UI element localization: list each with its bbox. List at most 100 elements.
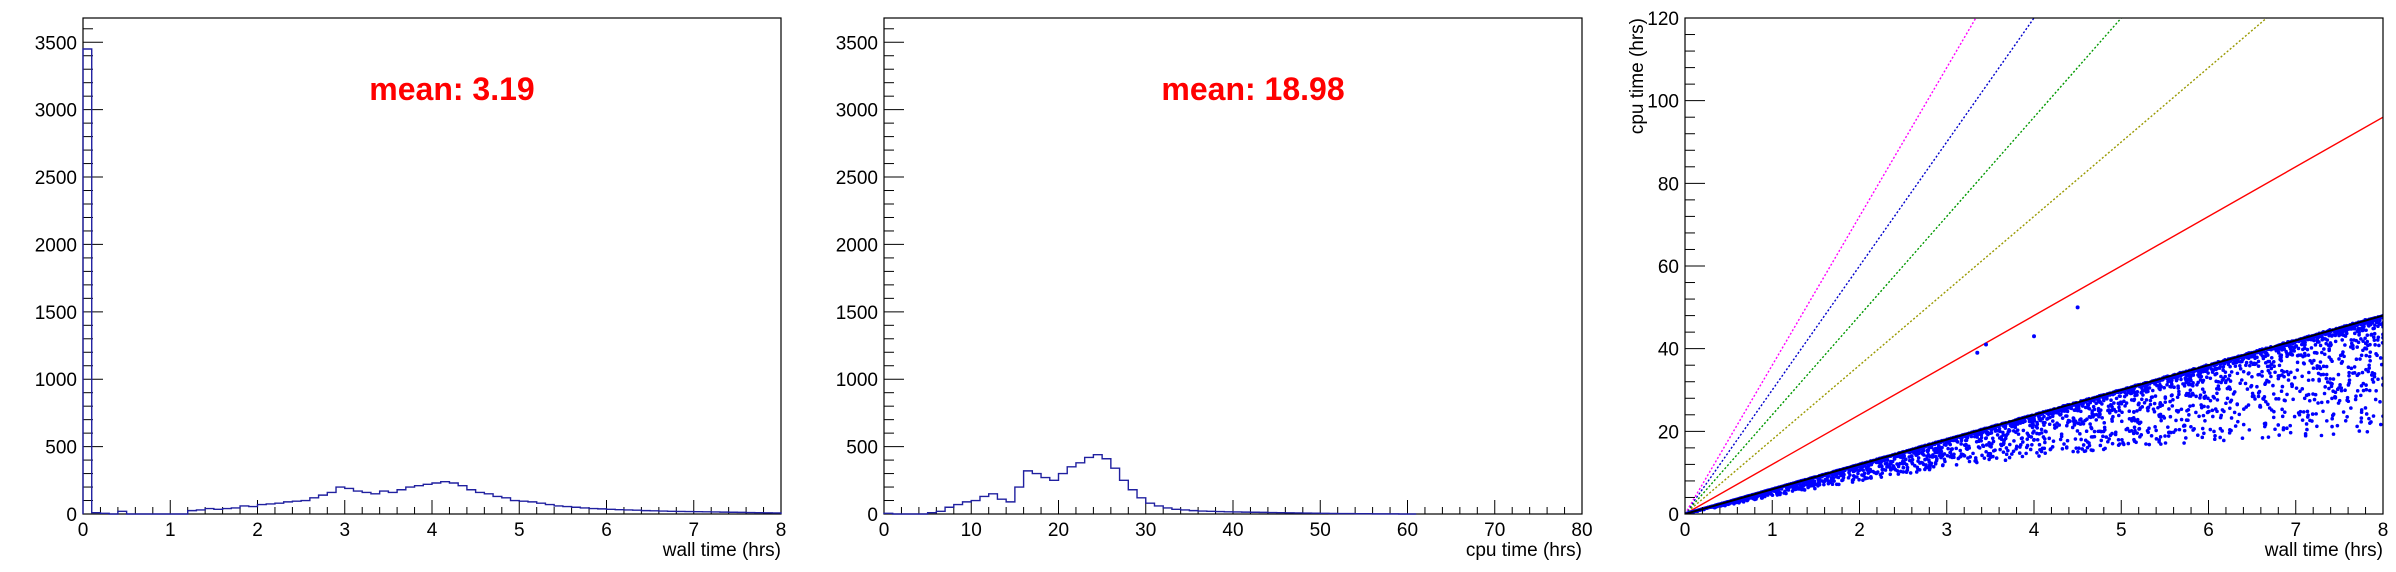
scatter-point [2277, 363, 2282, 368]
scatter-point [2182, 428, 2187, 433]
scatter-point [1915, 465, 1920, 470]
scatter-point [2140, 390, 2144, 394]
histogram-bin [1163, 508, 1172, 514]
scatter-point [2337, 357, 2341, 361]
scatter-point [2035, 450, 2039, 455]
scatter-point [1903, 457, 1908, 462]
scatter-point [2175, 377, 2179, 381]
histogram-bin [310, 498, 319, 514]
scatter-point [2191, 392, 2195, 397]
scatter-point [2282, 374, 2286, 379]
scatter-point [1971, 451, 1975, 456]
scatter-point [1999, 443, 2004, 448]
scatter-point [2364, 412, 2369, 416]
scatter-point [1938, 450, 1942, 455]
scatter-point [2300, 418, 2305, 422]
histogram-bin [1250, 512, 1259, 514]
scatter-point [1834, 475, 1839, 479]
scatter-point [2192, 427, 2196, 431]
scatter-point [2014, 447, 2018, 451]
scatter-point [2177, 427, 2182, 432]
scatter-point [2366, 343, 2370, 348]
histogram-bin [1128, 490, 1137, 514]
scatter-point [2085, 445, 2090, 450]
scatter-point [2084, 429, 2089, 433]
x-tick-label: 60 [1397, 520, 1418, 541]
scatter-point [2337, 386, 2341, 390]
scatter-point [2359, 416, 2364, 420]
scatter-point [2092, 407, 2097, 412]
scatter-point [2148, 398, 2153, 403]
scatter-point [2263, 422, 2268, 427]
histogram-bin [1233, 512, 1242, 514]
scatter-point [2148, 402, 2153, 407]
scatter-point [2068, 419, 2072, 423]
scatter-point [2185, 408, 2189, 413]
histogram-bin [1120, 480, 1129, 514]
x-tick-label: 2 [252, 520, 263, 541]
scatter-point [2075, 429, 2080, 433]
scatter-point [2006, 448, 2010, 453]
scatter-point [2260, 374, 2264, 378]
scatter-point [2110, 405, 2114, 409]
scatter-point [2123, 404, 2127, 408]
x-tick-label: 8 [776, 520, 787, 541]
scatter-point [2262, 349, 2267, 354]
scatter-point [2221, 368, 2225, 373]
scatter-point [2015, 428, 2020, 432]
scatter-point [2183, 377, 2188, 382]
scatter-point [2094, 418, 2099, 422]
scatter-point [2256, 391, 2261, 395]
scatter-point [2120, 437, 2124, 442]
scatter-point [2016, 432, 2021, 436]
scatter-point [2222, 409, 2226, 414]
scatter-point [2206, 405, 2210, 409]
histogram-bin [1015, 487, 1024, 514]
scatter-point [2281, 426, 2286, 430]
histogram-bin [275, 503, 284, 514]
scatter-point [2341, 350, 2345, 354]
scatter-point [1853, 475, 1857, 479]
scatter-point [2364, 328, 2368, 333]
scatter-point [2320, 337, 2325, 342]
scatter-point [2269, 374, 2273, 379]
scatter-point [2004, 452, 2009, 457]
scatter-point [2039, 449, 2044, 454]
scatter-point [2228, 364, 2232, 369]
scatter-point [2313, 343, 2318, 347]
scatter-point [1948, 454, 1952, 459]
scatter-point [2364, 383, 2368, 387]
scatter-point [2337, 333, 2341, 338]
scatter-point [2135, 431, 2139, 435]
scatter-point [2262, 395, 2267, 399]
scatter-point [2315, 338, 2320, 342]
scatter-point [1813, 486, 1817, 491]
scatter-point [2347, 370, 2351, 375]
histogram-bin [476, 492, 485, 514]
scatter-point [2292, 375, 2297, 380]
histogram-bin [1207, 511, 1216, 514]
scatter-point [2099, 429, 2104, 434]
scatter-point [2208, 427, 2213, 432]
scatter-point [2215, 386, 2219, 391]
scatter-point [1974, 458, 1978, 463]
histogram-bin [997, 499, 1006, 514]
scatter-point [2288, 423, 2293, 428]
scatter-point [2291, 397, 2295, 402]
scatter-point [2318, 360, 2323, 364]
scatter-point [2370, 377, 2375, 382]
histogram-bin [1024, 471, 1033, 514]
scatter-point [2305, 347, 2310, 352]
scatter-point [2253, 397, 2257, 401]
scatter-point [1810, 482, 1815, 487]
scatter-point [2372, 331, 2377, 336]
scatter-point [2081, 422, 2086, 426]
scatter-point [2238, 360, 2243, 364]
scatter-point [2141, 393, 2145, 397]
histogram-bin [1277, 513, 1286, 514]
histogram-bin [1242, 512, 1251, 514]
scatter-point [2119, 401, 2124, 406]
scatter-point [2101, 447, 2106, 452]
scatter-point [2030, 443, 2034, 447]
scatter-point [2092, 429, 2097, 434]
